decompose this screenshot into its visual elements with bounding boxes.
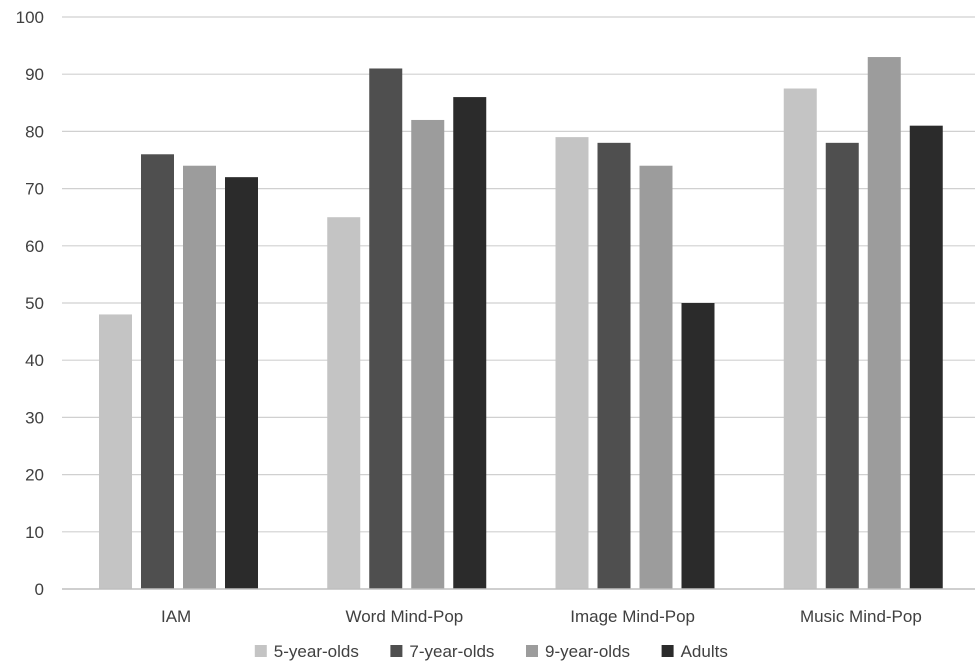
legend-item-9-year-olds: 9-year-olds: [526, 642, 630, 661]
bar-adults-music-mind-pop: [909, 125, 943, 590]
legend-label: 5-year-olds: [274, 642, 359, 661]
legend-item-adults: Adults: [661, 642, 728, 661]
y-tick-label: 20: [25, 466, 44, 485]
y-tick-label: 30: [25, 408, 44, 427]
y-tick-label: 40: [25, 351, 44, 370]
bar-adults-image-mind-pop: [681, 303, 715, 589]
y-tick-label: 100: [16, 8, 44, 27]
legend-label: 9-year-olds: [545, 642, 630, 661]
legend-item-5-year-olds: 5-year-olds: [254, 642, 359, 661]
bars: [99, 57, 943, 590]
bar-7-year-olds-iam: [141, 154, 174, 589]
y-axis-tick-labels: 0 10 20 30 40 50 60 70 80 90 100: [16, 8, 44, 599]
legend-swatch: [526, 645, 538, 657]
legend-label: 7-year-olds: [409, 642, 494, 661]
y-tick-label: 90: [25, 65, 44, 84]
y-tick-label: 0: [35, 580, 44, 599]
bar-adults-word-mind-pop: [453, 97, 487, 589]
bar-7-year-olds-music-mind-pop: [825, 142, 859, 589]
x-category-label: Music Mind-Pop: [800, 607, 922, 626]
y-tick-label: 10: [25, 523, 44, 542]
y-tick-label: 70: [25, 180, 44, 199]
legend-swatch: [661, 645, 674, 657]
bar-9-year-olds-word-mind-pop: [411, 119, 445, 590]
bar-9-year-olds-iam: [183, 165, 216, 589]
bar-adults-iam: [225, 177, 258, 589]
legend-swatch: [390, 645, 403, 657]
legend-label: Adults: [681, 642, 728, 661]
bar-5-year-olds-word-mind-pop: [327, 217, 361, 589]
bar-5-year-olds-music-mind-pop: [783, 88, 817, 589]
bar-9-year-olds-image-mind-pop: [639, 165, 673, 589]
legend-swatch: [254, 645, 267, 657]
legend-item-7-year-olds: 7-year-olds: [390, 642, 494, 661]
bar-7-year-olds-image-mind-pop: [597, 142, 631, 589]
y-tick-label: 50: [25, 294, 44, 313]
x-category-label: Image Mind-Pop: [570, 607, 695, 626]
x-category-label: Word Mind-Pop: [345, 607, 463, 626]
bar-9-year-olds-music-mind-pop: [867, 57, 901, 590]
x-axis-category-labels: IAM Word Mind-Pop Image Mind-Pop Music Mind…: [161, 607, 922, 626]
bar-5-year-olds-image-mind-pop: [555, 137, 589, 589]
y-tick-label: 80: [25, 122, 44, 141]
bar-7-year-olds-word-mind-pop: [369, 68, 403, 590]
x-category-label: IAM: [161, 607, 191, 626]
y-tick-label: 60: [25, 237, 44, 256]
bar-5-year-olds-iam: [99, 314, 132, 589]
legend: 5-year-olds 7-year-olds 9-year-olds Adults: [254, 642, 728, 661]
